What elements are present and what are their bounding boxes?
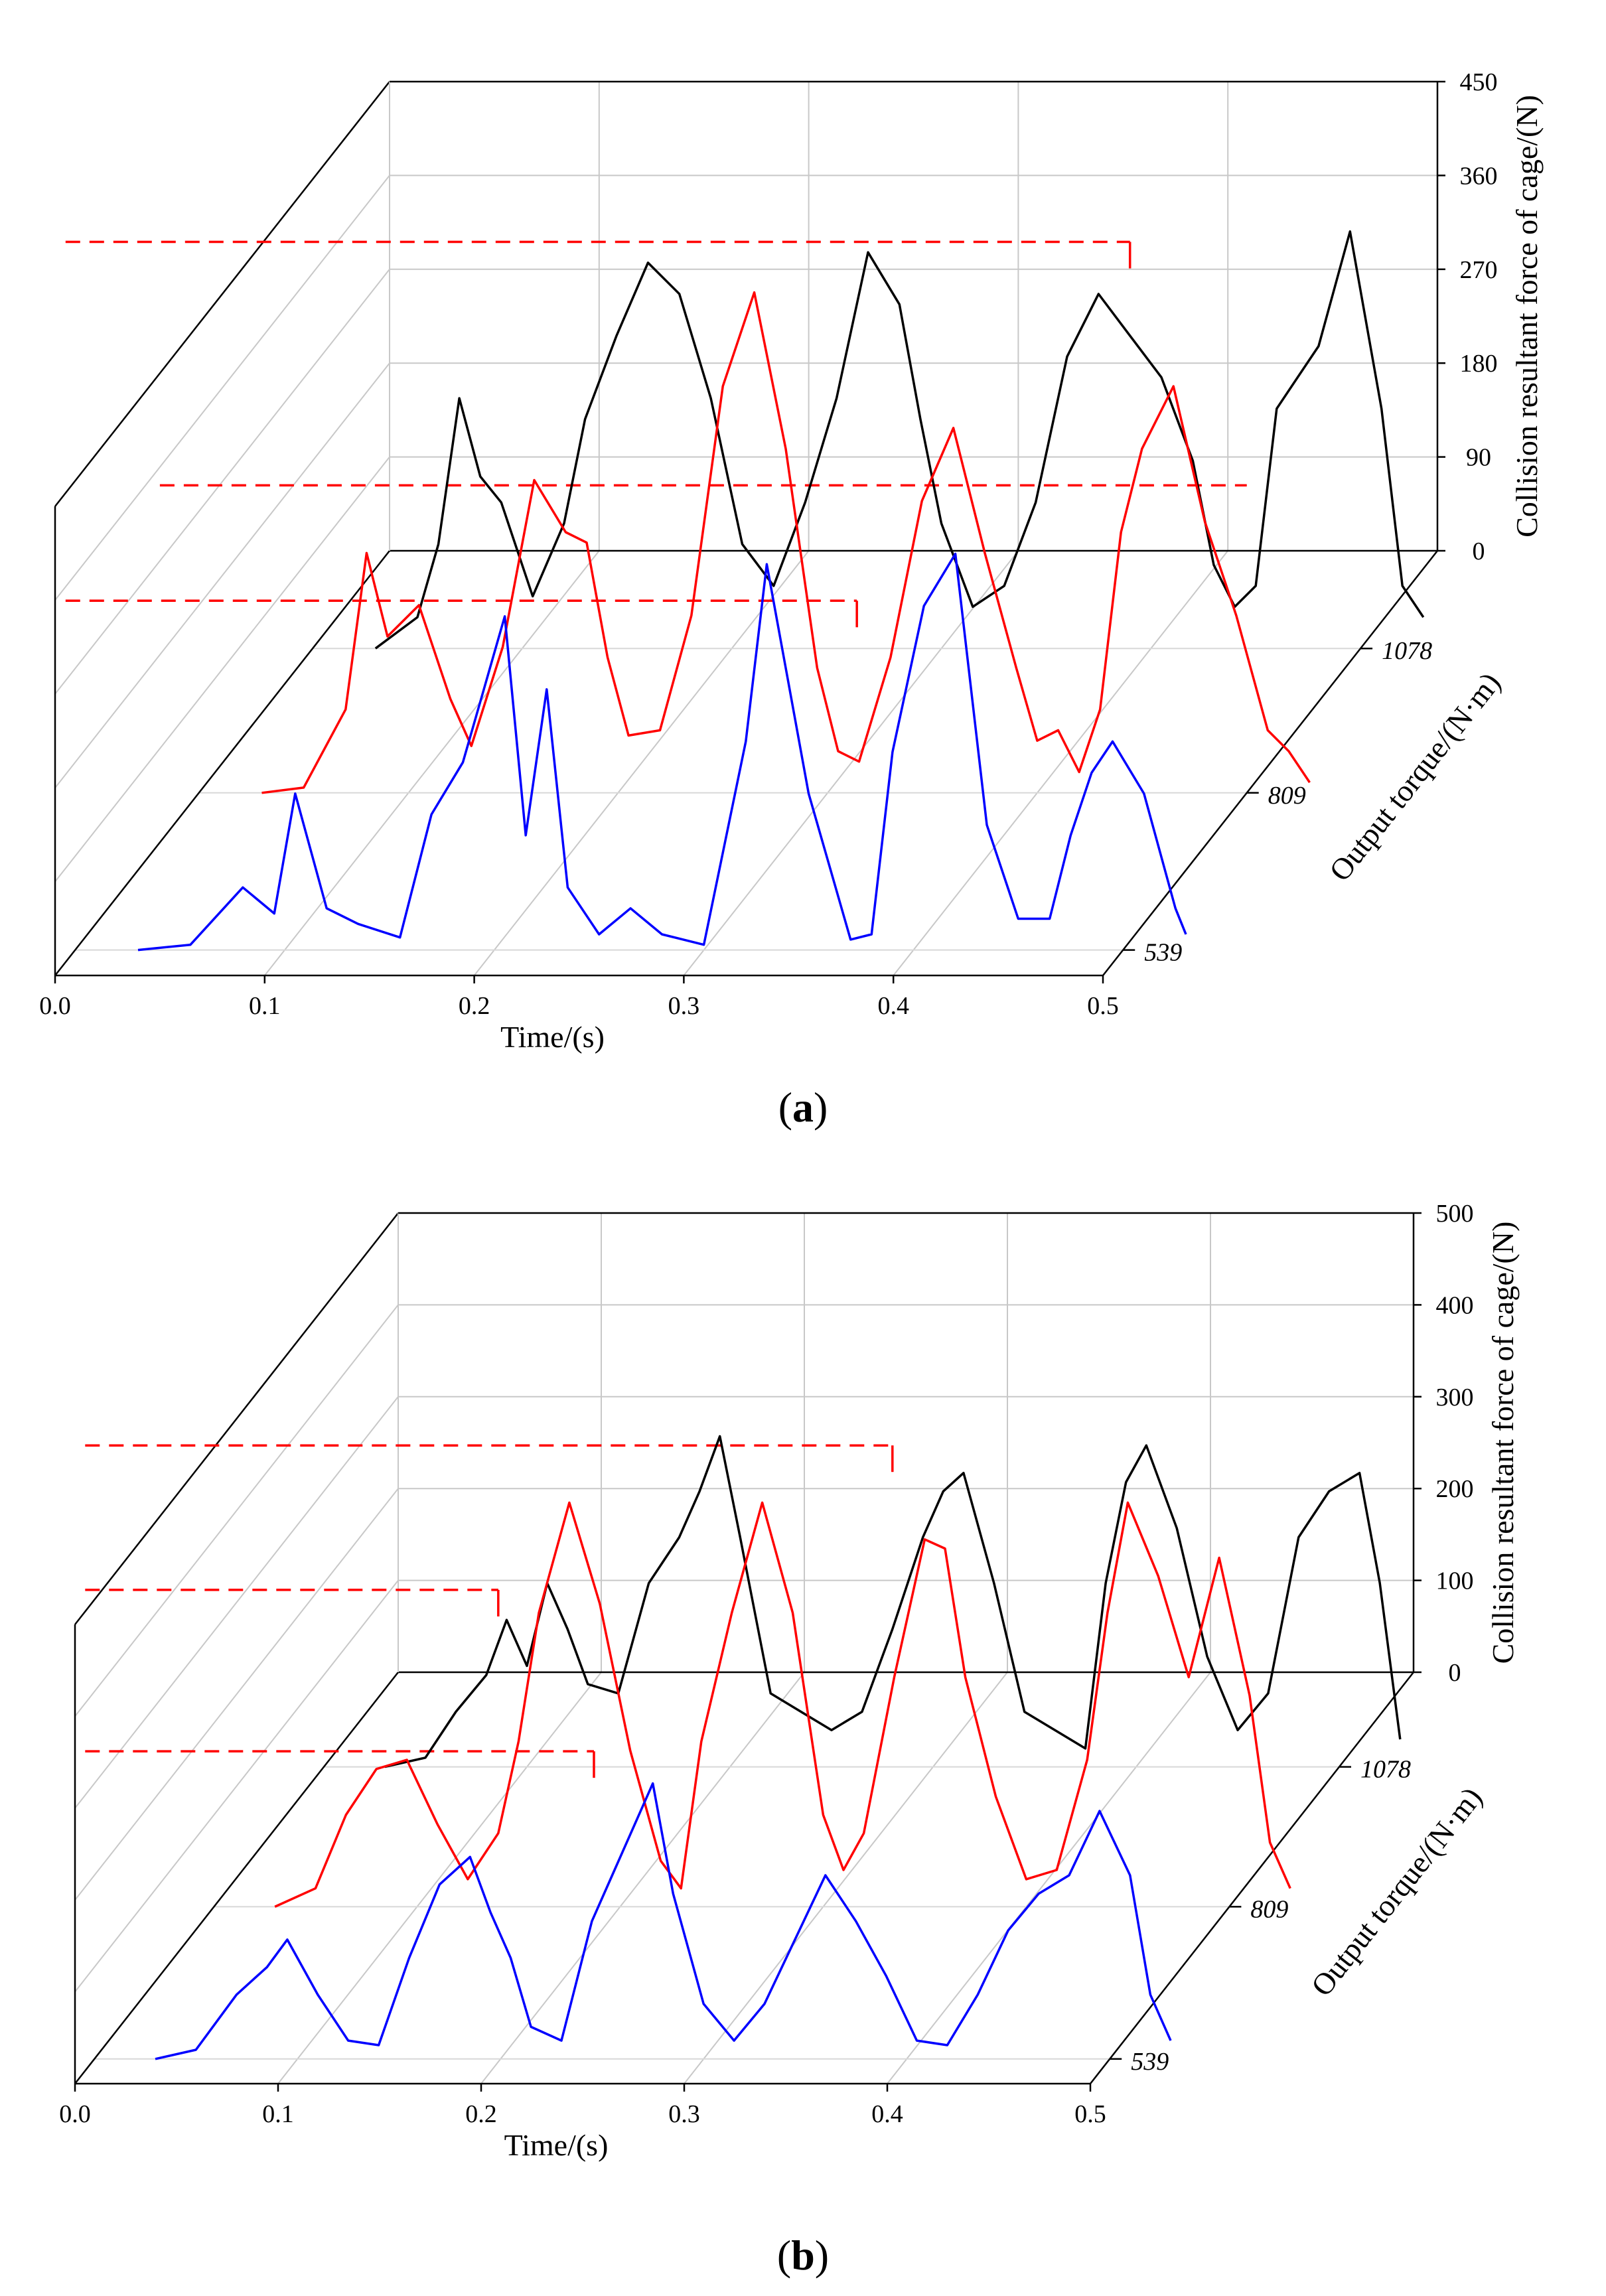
z-axis-label: Output torque/(N·m) xyxy=(1304,1780,1489,2002)
series-line-539 xyxy=(155,1782,1172,2060)
y-axis-label: Collision resultant force of cage/(N) xyxy=(1486,1222,1520,1664)
left-wall-gridline xyxy=(74,1304,399,1717)
left-wall-gridline xyxy=(74,1396,399,1809)
floor-gridline xyxy=(264,550,600,976)
x-tick-label: 0.4 xyxy=(877,992,909,1020)
floor-gridline xyxy=(277,1672,602,2084)
floor-gridline xyxy=(887,1672,1211,2084)
left-wall-gridline xyxy=(54,175,390,601)
x-tick-label: 0.3 xyxy=(668,2100,700,2128)
z-axis-label: Output torque/(N·m) xyxy=(1323,666,1507,888)
z-axis-line xyxy=(1090,1672,1414,2084)
z-tick-label: 539 xyxy=(1144,939,1182,967)
x-axis-label: Time/(s) xyxy=(500,1020,605,1054)
panel-a: 0 90 180 270 360 450 0.0 0.1 0.2 0.3 0.4 0.5 539 809 1… xyxy=(39,68,1544,1131)
floor-left-edge xyxy=(54,550,390,976)
x-tick-label: 0.0 xyxy=(39,992,71,1020)
y-tick-label: 270 xyxy=(1460,256,1498,284)
left-top-edge xyxy=(74,1212,399,1625)
series-line-809 xyxy=(261,291,1311,794)
y-tick-label: 100 xyxy=(1436,1567,1474,1595)
x-tick-label: 0.2 xyxy=(465,2100,497,2128)
y-tick-label: 500 xyxy=(1436,1200,1474,1228)
panel-b: 0 100 200 300 400 500 0.0 0.1 0.2 0.3 0.4 0.5 539 809… xyxy=(0,1148,1606,2296)
z-axis-line xyxy=(1102,550,1438,976)
chart-b: 0 100 200 300 400 500 0.0 0.1 0.2 0.3 0.4 0.5 539 809… xyxy=(59,1200,1520,2279)
panel-caption: (b) xyxy=(777,2232,829,2279)
series-line-809 xyxy=(274,1501,1291,1908)
x-tick-label: 0.2 xyxy=(459,992,490,1020)
panel-caption-letter: a xyxy=(792,1084,814,1131)
left-wall-gridline xyxy=(74,1579,399,1993)
z-tick-label: 1078 xyxy=(1360,1756,1411,1784)
z-tick-label: 809 xyxy=(1268,782,1306,810)
y-tick-label: 360 xyxy=(1460,162,1498,190)
y-tick-label: 200 xyxy=(1436,1475,1474,1503)
y-tick-label: 90 xyxy=(1466,444,1491,472)
y-tick-label: 180 xyxy=(1460,350,1498,378)
x-tick-label: 0.5 xyxy=(1087,992,1119,1020)
y-tick-label: 400 xyxy=(1436,1291,1474,1319)
floor-gridline xyxy=(683,550,1019,976)
y-tick-label: 0 xyxy=(1473,538,1485,565)
x-tick-label: 0.0 xyxy=(59,2100,91,2128)
z-tick-label: 1078 xyxy=(1382,637,1432,665)
x-tick-label: 0.1 xyxy=(262,2100,294,2128)
x-tick-label: 0.5 xyxy=(1074,2100,1106,2128)
chart-a: 0 90 180 270 360 450 0.0 0.1 0.2 0.3 0.4 0.5 539 809 1… xyxy=(39,68,1544,1131)
floor-left-edge xyxy=(74,1672,399,2084)
floor-gridline xyxy=(473,550,810,976)
y-tick-label: 450 xyxy=(1460,68,1498,96)
panel-caption-letter: b xyxy=(791,2232,815,2279)
series-line-1078 xyxy=(374,230,1425,650)
panel-caption: (a) xyxy=(778,1084,828,1131)
left-wall-gridline xyxy=(54,269,390,695)
x-tick-label: 0.1 xyxy=(249,992,281,1020)
y-tick-label: 300 xyxy=(1436,1384,1474,1411)
x-axis-label: Time/(s) xyxy=(504,2128,609,2162)
floor-gridline xyxy=(684,1672,1008,2084)
left-top-edge xyxy=(54,81,390,507)
z-tick-label: 809 xyxy=(1250,1895,1288,1923)
y-tick-label: 0 xyxy=(1449,1659,1461,1687)
series-line-539 xyxy=(137,552,1187,952)
z-tick-label: 539 xyxy=(1131,2048,1169,2076)
x-tick-label: 0.4 xyxy=(871,2100,903,2128)
left-wall-gridline xyxy=(54,362,390,788)
left-wall-gridline xyxy=(74,1488,399,1901)
y-axis-label: Collision resultant force of cage/(N) xyxy=(1510,95,1544,538)
left-wall-gridline xyxy=(54,456,390,883)
series-line-1078 xyxy=(384,1435,1402,1768)
x-tick-label: 0.3 xyxy=(668,992,700,1020)
floor-gridline xyxy=(893,550,1228,976)
floor-gridline xyxy=(480,1672,805,2084)
